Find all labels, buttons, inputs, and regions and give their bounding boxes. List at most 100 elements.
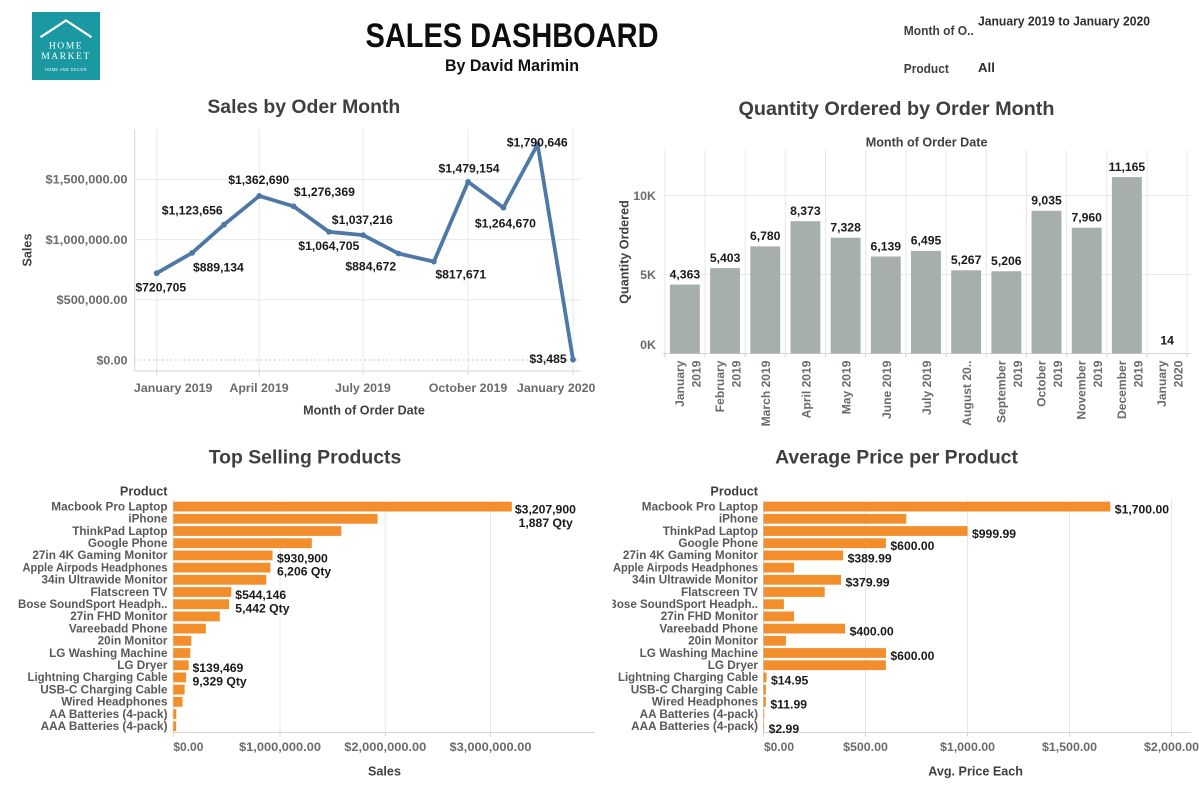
svg-text:AAA Batteries (4-pack): AAA Batteries (4-pack) xyxy=(631,720,758,733)
svg-text:October: October xyxy=(1035,360,1049,407)
svg-text:$1,700.00: $1,700.00 xyxy=(1115,503,1169,517)
svg-text:8,373: 8,373 xyxy=(790,204,821,218)
svg-text:2020: 2020 xyxy=(1172,360,1186,387)
svg-text:$0.00: $0.00 xyxy=(97,353,128,367)
svg-text:$1,479,154: $1,479,154 xyxy=(439,162,500,176)
svg-text:2019: 2019 xyxy=(1131,360,1145,387)
svg-text:Flatscreen TV: Flatscreen TV xyxy=(681,586,758,599)
svg-text:Lightning Charging Cable: Lightning Charging Cable xyxy=(618,671,758,684)
svg-text:2019: 2019 xyxy=(1011,360,1025,387)
svg-text:January 2020: January 2020 xyxy=(517,381,596,395)
svg-text:$1,000,000.00: $1,000,000.00 xyxy=(46,233,128,247)
svg-text:5,206: 5,206 xyxy=(991,254,1022,268)
svg-text:27in FHD Monitor: 27in FHD Monitor xyxy=(661,610,759,623)
svg-text:$1,790,646: $1,790,646 xyxy=(507,136,568,150)
svg-text:HOME: HOME xyxy=(49,40,83,51)
svg-text:USB-C Charging Cable: USB-C Charging Cable xyxy=(631,683,759,696)
svg-text:MARKET: MARKET xyxy=(41,51,91,62)
svg-text:$3,485: $3,485 xyxy=(529,352,566,366)
svg-text:$600.00: $600.00 xyxy=(890,539,934,553)
svg-text:14: 14 xyxy=(1160,334,1174,348)
svg-text:LG Washing Machine: LG Washing Machine xyxy=(49,647,168,660)
svg-text:January 2019 to January 2020: January 2019 to January 2020 xyxy=(978,14,1150,29)
svg-text:September: September xyxy=(994,360,1008,423)
svg-text:Month of Order Date: Month of Order Date xyxy=(303,404,425,418)
svg-text:June 2019: June 2019 xyxy=(880,360,894,419)
svg-text:$1,264,670: $1,264,670 xyxy=(475,216,536,230)
svg-text:Sales: Sales xyxy=(368,765,401,779)
svg-text:Bose SoundSport Headph..: Bose SoundSport Headph.. xyxy=(18,598,168,611)
svg-text:August 20..: August 20.. xyxy=(960,361,974,426)
svg-text:7,960: 7,960 xyxy=(1071,211,1102,225)
svg-text:February: February xyxy=(713,360,727,412)
svg-text:$0.00: $0.00 xyxy=(173,740,203,754)
svg-text:Macbook Pro Laptop: Macbook Pro Laptop xyxy=(51,500,167,513)
svg-text:By David Marimin: By David Marimin xyxy=(445,57,579,75)
svg-text:Product: Product xyxy=(904,61,950,76)
svg-text:January: January xyxy=(673,360,687,407)
svg-text:Average Price per Product: Average Price per Product xyxy=(775,446,1018,468)
svg-text:5K: 5K xyxy=(640,268,656,282)
svg-text:2019: 2019 xyxy=(689,360,703,387)
svg-text:$379.99: $379.99 xyxy=(846,576,890,590)
svg-text:Product: Product xyxy=(120,485,168,499)
svg-text:$1,500,000.00: $1,500,000.00 xyxy=(46,173,128,187)
svg-text:Wired Headphones: Wired Headphones xyxy=(652,696,759,709)
svg-text:Flatscreen TV: Flatscreen TV xyxy=(90,586,167,599)
svg-text:$930,900: $930,900 xyxy=(277,551,328,565)
svg-text:5,442 Qty: 5,442 Qty xyxy=(235,601,289,615)
svg-text:LG Dryer: LG Dryer xyxy=(117,659,168,672)
svg-text:11,165: 11,165 xyxy=(1109,160,1146,174)
svg-text:$500,000.00: $500,000.00 xyxy=(57,293,128,307)
svg-text:$1,064,705: $1,064,705 xyxy=(298,239,359,253)
svg-text:$884,672: $884,672 xyxy=(345,260,396,274)
svg-text:27in 4K Gaming Monitor: 27in 4K Gaming Monitor xyxy=(623,549,759,562)
svg-text:Avg. Price Each: Avg. Price Each xyxy=(928,765,1023,779)
svg-text:Top Selling Products: Top Selling Products xyxy=(209,446,401,468)
svg-text:July 2019: July 2019 xyxy=(335,381,391,395)
svg-text:Wired Headphones: Wired Headphones xyxy=(61,696,168,709)
svg-text:$720,705: $720,705 xyxy=(135,281,186,295)
svg-text:$889,134: $889,134 xyxy=(193,261,244,275)
svg-text:ThinkPad Laptop: ThinkPad Laptop xyxy=(72,525,167,538)
svg-text:March 2019: March 2019 xyxy=(759,360,773,426)
svg-text:7,328: 7,328 xyxy=(830,221,861,235)
svg-text:Sales: Sales xyxy=(21,234,35,267)
svg-text:$1,500.00: $1,500.00 xyxy=(1042,740,1097,754)
svg-text:0K: 0K xyxy=(640,338,656,352)
svg-text:$500.00: $500.00 xyxy=(843,740,888,754)
svg-text:$999.99: $999.99 xyxy=(972,527,1016,541)
svg-text:October 2019: October 2019 xyxy=(429,381,508,395)
svg-text:Google Phone: Google Phone xyxy=(88,537,168,550)
svg-text:4,363: 4,363 xyxy=(670,267,701,281)
svg-text:iPhone: iPhone xyxy=(128,513,168,526)
svg-text:34in Ultrawide Monitor: 34in Ultrawide Monitor xyxy=(632,574,758,587)
svg-text:6,780: 6,780 xyxy=(750,229,781,243)
svg-text:$139,469: $139,469 xyxy=(193,661,244,675)
svg-text:December: December xyxy=(1115,360,1129,419)
svg-text:5,267: 5,267 xyxy=(951,253,982,267)
svg-text:USB-C Charging Cable: USB-C Charging Cable xyxy=(40,683,168,696)
svg-text:LG Dryer: LG Dryer xyxy=(708,659,759,672)
svg-text:$3,207,900: $3,207,900 xyxy=(515,503,576,517)
svg-text:$1,362,690: $1,362,690 xyxy=(228,173,289,187)
svg-text:$389.99: $389.99 xyxy=(848,551,892,565)
svg-text:Macbook Pro Laptop: Macbook Pro Laptop xyxy=(642,500,758,513)
svg-text:6,495: 6,495 xyxy=(911,234,942,248)
svg-text:January 2019: January 2019 xyxy=(134,381,213,395)
svg-text:Month of Order Date: Month of Order Date xyxy=(866,135,988,149)
svg-text:20in Monitor: 20in Monitor xyxy=(98,635,168,648)
svg-text:1,887 Qty: 1,887 Qty xyxy=(519,516,573,530)
svg-text:5,403: 5,403 xyxy=(710,251,741,265)
svg-text:ThinkPad Laptop: ThinkPad Laptop xyxy=(663,525,758,538)
svg-text:January: January xyxy=(1155,360,1169,407)
svg-text:May 2019: May 2019 xyxy=(840,360,854,414)
svg-text:Lightning Charging Cable: Lightning Charging Cable xyxy=(28,671,168,684)
svg-text:$11.99: $11.99 xyxy=(770,698,807,712)
svg-text:10K: 10K xyxy=(633,189,656,203)
svg-text:April 2019: April 2019 xyxy=(799,360,813,418)
svg-text:AA Batteries (4-pack): AA Batteries (4-pack) xyxy=(49,708,167,721)
svg-text:6,139: 6,139 xyxy=(871,239,902,253)
svg-text:iPhone: iPhone xyxy=(719,513,759,526)
svg-text:Google Phone: Google Phone xyxy=(678,537,758,550)
